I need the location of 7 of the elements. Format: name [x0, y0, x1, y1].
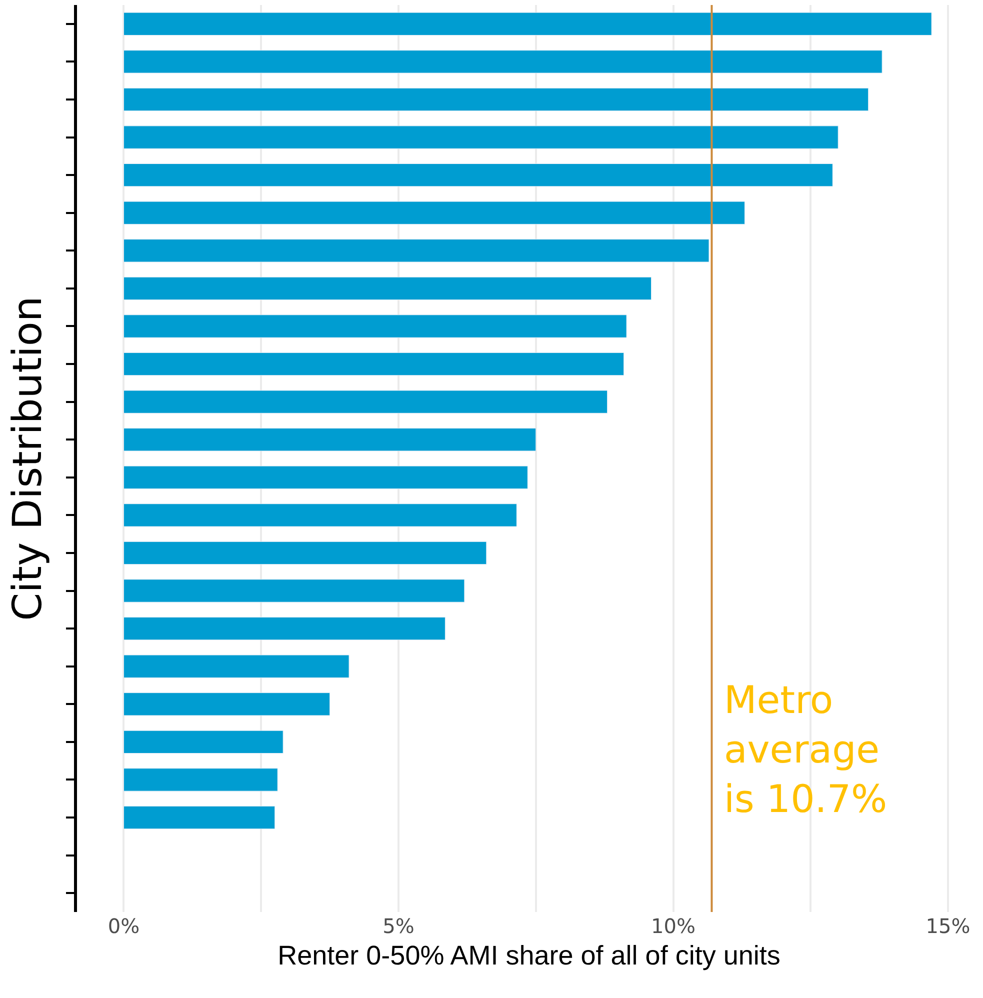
- x-axis-title: Renter 0-50% AMI share of all of city units: [278, 940, 780, 970]
- annotation: Metro average is 10.7%: [724, 678, 888, 821]
- x-tick-label: 0%: [108, 914, 140, 938]
- x-tick-label: 5%: [382, 914, 414, 938]
- y-axis-title: City Distribution: [5, 296, 52, 621]
- x-tick-label: 15%: [926, 914, 970, 938]
- x-tick-label: 10%: [651, 914, 696, 938]
